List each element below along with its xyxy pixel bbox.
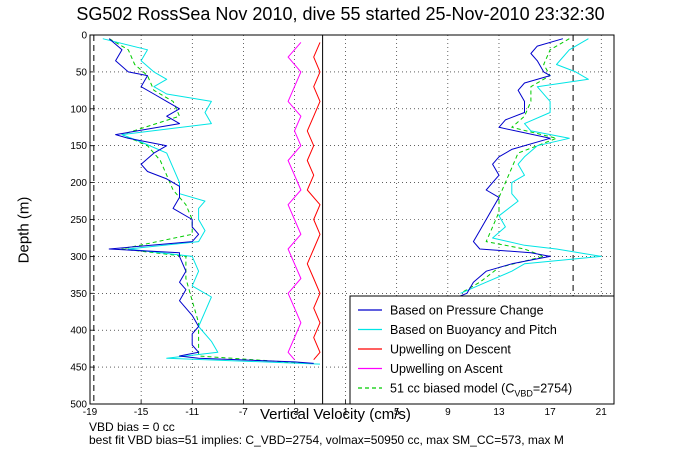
legend-label-main: 51 cc biased model (C xyxy=(390,382,514,396)
x-tick-label: -7 xyxy=(239,407,248,418)
series-line-4-ascent xyxy=(460,38,570,294)
x-tick-label: 1 xyxy=(343,407,349,418)
y-tick-label: 200 xyxy=(70,178,87,189)
legend-label: Based on Pressure Change xyxy=(390,304,544,318)
y-tick-label: 350 xyxy=(70,289,87,300)
x-tick-label: 21 xyxy=(596,407,608,418)
x-tick-labels: -19 -15 -11 -7 -3 1 5 9 13 17 21 xyxy=(83,407,607,418)
series-line-4-descent xyxy=(108,38,308,364)
y-tick-label: 300 xyxy=(70,252,87,263)
reference-lines xyxy=(93,35,574,404)
series-group xyxy=(102,38,602,365)
series-line-3-ascent xyxy=(287,42,302,361)
legend-label-subscript: VBD xyxy=(514,389,533,399)
x-tick-label: -11 xyxy=(185,407,199,418)
y-tick-label: 250 xyxy=(70,215,87,226)
legend-label-tail: =2754) xyxy=(533,382,572,396)
y-tick-label: 400 xyxy=(70,326,87,337)
x-tick-label: 9 xyxy=(445,407,451,418)
series-line-1-ascent xyxy=(460,38,602,294)
y-axis-label: Depth (m) xyxy=(15,196,33,264)
legend: Based on Pressure Change Based on Buoyanc… xyxy=(349,295,615,405)
x-axis-label: Vertical Velocity (cm/s) xyxy=(260,406,411,423)
y-tick-labels: 0 50 100 150 200 250 300 350 400 450 500 xyxy=(70,31,87,411)
legend-box xyxy=(349,295,615,405)
x-tick-label: -15 xyxy=(134,407,149,418)
y-tick-label: 0 xyxy=(81,31,87,42)
footer-line-1: VBD bias = 0 cc xyxy=(89,420,175,434)
legend-label: Upwelling on Descent xyxy=(390,343,511,357)
x-tick-label: -3 xyxy=(290,407,299,418)
x-tick-label: 17 xyxy=(545,407,557,418)
x-tick-label: 13 xyxy=(493,407,505,418)
y-tick-label: 50 xyxy=(76,67,88,78)
series-line-0-descent xyxy=(108,38,314,364)
legend-label: Upwelling on Ascent xyxy=(390,362,503,376)
y-tick-label: 150 xyxy=(70,141,87,152)
footer-line-2: best fit VBD bias=51 implies: C_VBD=2754… xyxy=(89,433,564,447)
legend-label: 51 cc biased model (CVBD=2754) xyxy=(390,382,572,399)
chart-title: SG502 RossSea Nov 2010, dive 55 started … xyxy=(76,4,605,24)
legend-label: Based on Buoyancy and Pitch xyxy=(390,323,557,337)
series-line-0-ascent xyxy=(447,38,564,302)
x-tick-label: 5 xyxy=(394,407,400,418)
x-tick-label: -19 xyxy=(83,407,98,418)
y-tick-label: 450 xyxy=(70,363,87,374)
y-tick-label: 100 xyxy=(70,104,87,115)
series-line-2-descent xyxy=(306,42,321,361)
y-tick-label: 500 xyxy=(70,400,87,411)
series-line-1-descent xyxy=(102,38,321,365)
